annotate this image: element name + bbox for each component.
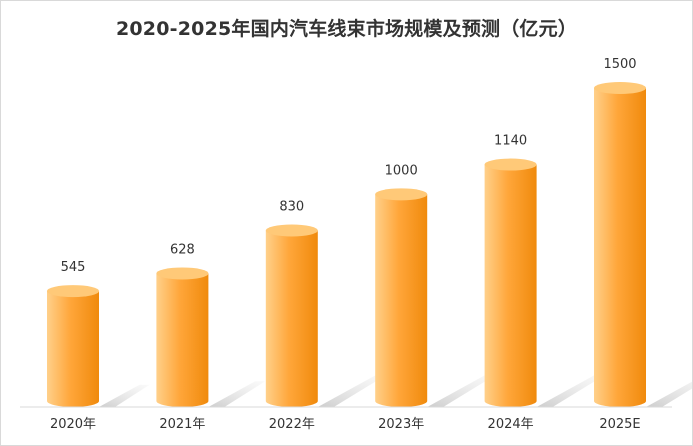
bar xyxy=(265,230,318,407)
bar-shadow xyxy=(208,381,266,407)
category-label: 2024年 xyxy=(488,417,534,432)
value-label: 830 xyxy=(279,199,304,214)
bar-top xyxy=(47,285,99,298)
bar xyxy=(156,273,209,407)
value-label: 1500 xyxy=(603,57,636,72)
chart-title: 2020-2025年国内汽车线束市场规模及预测（亿元） xyxy=(115,18,578,40)
bar-top xyxy=(375,188,428,201)
value-label: 545 xyxy=(61,260,86,275)
bar-top xyxy=(265,224,318,237)
category-label: 2022年 xyxy=(269,417,315,432)
value-label: 1000 xyxy=(385,163,418,178)
bar-top xyxy=(484,158,537,171)
value-label: 1140 xyxy=(494,134,527,149)
bar xyxy=(47,291,99,407)
category-label: 2025E xyxy=(599,417,640,432)
bar-shadow xyxy=(317,374,388,407)
bar-shadow xyxy=(427,374,498,407)
category-label: 2023年 xyxy=(378,417,424,432)
bar-shadow xyxy=(99,384,150,407)
value-label: 628 xyxy=(170,242,195,257)
bars xyxy=(47,82,646,407)
bar-top xyxy=(594,82,646,94)
bar xyxy=(375,194,428,407)
bar-top xyxy=(156,267,209,280)
bar-shadow xyxy=(536,374,607,407)
bar xyxy=(594,88,646,407)
value-labels: 545 628 830 1000 1140 1500 xyxy=(61,57,637,275)
bar-shadows xyxy=(99,374,693,407)
category-labels: 2020年 2021年 2022年 2023年 2024年 2025E xyxy=(50,417,641,432)
category-label: 2021年 xyxy=(159,417,205,432)
category-label: 2020年 xyxy=(50,417,96,432)
bar-shadow xyxy=(646,381,693,407)
bar xyxy=(484,164,537,407)
